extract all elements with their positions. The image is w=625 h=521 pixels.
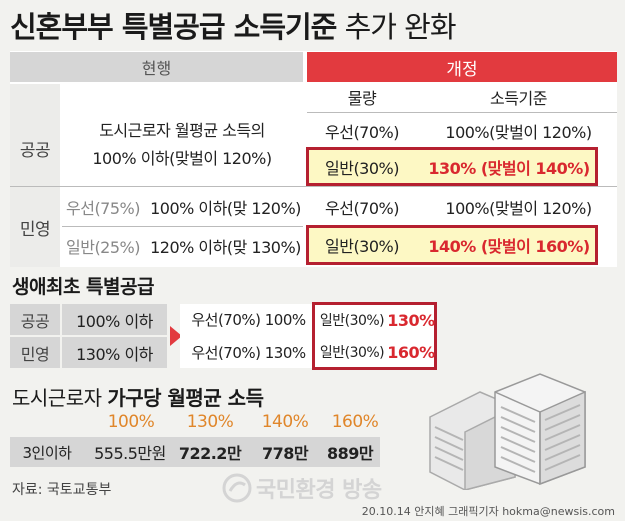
first-time-private-general-value: 160% [387,342,435,362]
page-title: 신혼부부 특별공급 소득기준 추가 완화 [10,4,457,46]
private-general-highlight [306,225,598,265]
private-label: 민영 [19,219,51,240]
public-label: 공공 [19,140,51,161]
first-time-public-priority: 우선(70%) 100% [191,311,306,329]
divider [307,112,617,113]
income-header-100: 100% [107,412,155,432]
income-title: 도시근로자 가구당 월평균 소득 [12,382,264,411]
first-time-public-current: 100% 이하 [76,311,153,331]
income-row-label: 3인이하 [22,443,72,462]
credit-text: 20.10.14 안지혜 그래픽기자 hokma@newsis.com [361,505,615,518]
public-general-highlight [306,147,598,186]
divider [10,186,617,187]
arrow-right-icon [170,326,182,346]
title-light: 추가 완화 [336,10,457,44]
divider [10,335,167,337]
first-time-private-label: 민영 [20,344,50,364]
first-time-title: 생애최초 특별공급 [12,276,154,298]
public-general-income: 130% (맞벌이 140%) [428,158,590,178]
watermark-text: 국민환경 방송 [256,478,382,503]
income-value-140: 778만 [261,444,309,463]
public-priority-amount: 우선(70%) [325,123,400,142]
public-current-line1: 도시근로자 월평균 소득의 [99,121,265,140]
public-general-amount: 일반(30%) [325,158,400,178]
private-current-general-type: 일반(25%) [66,238,141,257]
income-header-130: 130% [186,412,234,432]
private-current-priority-type: 우선(75%) [66,199,141,218]
private-general-amount: 일반(30%) [325,237,400,256]
income-row [10,437,380,467]
divider [62,226,303,227]
first-time-public-label: 공공 [20,311,50,331]
column-amount-label: 물량 [347,89,377,108]
private-current-priority-income: 100% 이하(맞 120%) [150,199,301,218]
private-priority-amount: 우선(70%) [325,199,400,218]
column-income-label: 소득기준 [490,89,547,108]
first-time-private-priority: 우선(70%) 130% [191,344,306,362]
income-header-140: 140% [261,412,309,432]
first-time-private-general-label: 일반(30%) [319,345,385,361]
private-general-income: 140% (맞벌이 160%) [428,237,590,256]
revised-header: 개정 [307,52,617,82]
public-priority-income: 100%(맞벌이 120%) [445,123,592,142]
income-value-130: 722.2만 [178,444,242,463]
income-title-bold: 가구당 월평균 소득 [107,386,264,410]
logo-icon [222,473,252,503]
private-current-general-income: 120% 이하(맞 130%) [150,238,301,257]
building-illustration [429,373,586,490]
first-time-general-box [312,302,437,370]
income-title-light: 도시근로자 [12,386,108,410]
first-time-public-general-value: 130% [387,310,435,330]
source-text: 자료: 국토교통부 [12,482,112,498]
first-time-public-general-label: 일반(30%) [319,313,385,329]
title-bold: 신혼부부 특별공급 소득기준 [10,10,337,44]
income-header-160: 160% [331,412,379,432]
income-value-160: 889만 [326,444,374,463]
income-value-100: 555.5만원 [94,444,166,463]
first-time-private-current: 130% 이하 [76,344,153,364]
side-label-column [10,84,60,267]
current-header: 현행 [10,52,303,82]
public-current-line2: 100% 이하(맞벌이 120%) [92,149,272,168]
private-priority-income: 100%(맞벌이 120%) [445,199,592,218]
